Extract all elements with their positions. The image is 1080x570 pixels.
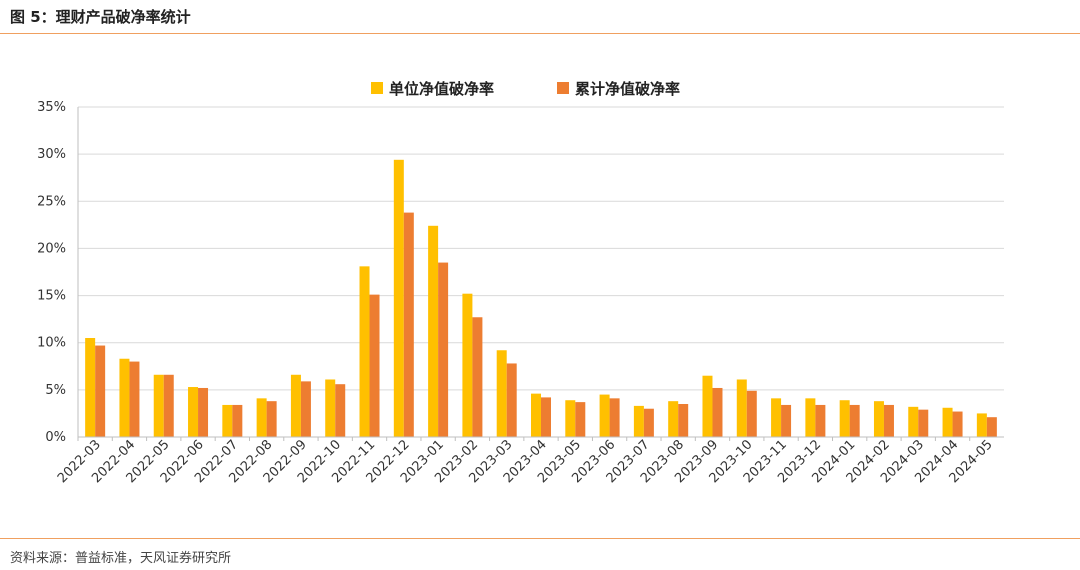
bar-2023-05-series-1	[565, 400, 576, 437]
y-tick-label: 0%	[45, 430, 66, 445]
bar-2023-12-series-1	[805, 398, 816, 437]
bar-2023-01-series-1	[428, 225, 439, 437]
bar-2024-01-series-2	[849, 404, 860, 437]
bar-2024-03-series-1	[908, 406, 919, 437]
legend-swatch-series-2	[557, 82, 569, 94]
bars-layer	[85, 159, 997, 438]
bar-chart: 0%5%10%15%20%25%30%35%2022-032022-042022…	[37, 80, 1004, 486]
bar-2022-08-series-1	[256, 398, 267, 437]
bar-2022-03-series-2	[95, 345, 106, 437]
bar-2022-09-series-2	[300, 381, 311, 437]
bar-2022-09-series-1	[290, 374, 301, 437]
legend-layer: 单位净值破净率 累计净值破净率	[371, 80, 680, 98]
bar-2024-03-series-2	[918, 409, 929, 437]
bar-2023-06-series-2	[609, 398, 620, 437]
bar-2023-09-series-2	[712, 387, 723, 437]
bar-2024-02-series-2	[883, 404, 894, 437]
bar-2023-07-series-2	[643, 408, 654, 437]
bar-2024-01-series-1	[839, 400, 850, 437]
y-tick-label: 35%	[37, 100, 66, 115]
bar-2023-08-series-1	[668, 401, 679, 437]
y-tick-label: 20%	[37, 241, 66, 256]
bar-2024-05-series-2	[986, 417, 997, 437]
bar-2022-11-series-1	[359, 266, 370, 437]
bar-2022-10-series-1	[325, 379, 336, 437]
bar-2023-10-series-1	[736, 379, 747, 437]
bar-2022-05-series-2	[163, 374, 174, 437]
bar-2023-05-series-2	[575, 402, 586, 437]
figure-title: 图 5：理财产品破净率统计	[10, 8, 191, 26]
bar-2022-05-series-1	[153, 374, 164, 437]
y-tick-label: 30%	[37, 147, 66, 162]
bar-2024-04-series-2	[952, 411, 963, 437]
bar-2023-04-series-2	[541, 397, 551, 437]
bar-2022-12-series-2	[403, 212, 414, 437]
bar-2022-07-series-2	[232, 404, 243, 437]
source-note: 资料来源：普益标准，天风证券研究所	[10, 551, 232, 566]
bottom-rule	[0, 538, 1080, 539]
bar-2024-04-series-1	[942, 407, 953, 437]
bar-2024-02-series-1	[873, 401, 884, 437]
bar-2022-08-series-2	[266, 401, 277, 437]
bar-2023-11-series-2	[781, 404, 792, 437]
bar-2022-11-series-2	[369, 294, 380, 437]
legend-swatch-series-1	[371, 82, 383, 94]
bar-2023-02-series-2	[472, 317, 483, 437]
bar-2022-12-series-1	[393, 159, 404, 438]
legend-label-series-1: 单位净值破净率	[389, 80, 494, 98]
y-tick-label: 10%	[37, 336, 66, 351]
bar-2022-07-series-1	[222, 404, 233, 437]
bar-2022-03-series-1	[85, 338, 96, 437]
bar-2023-08-series-2	[678, 404, 689, 437]
bar-2023-02-series-1	[462, 293, 473, 437]
bar-2023-10-series-2	[746, 390, 757, 437]
bar-2023-07-series-1	[633, 405, 644, 437]
bar-2023-11-series-1	[771, 398, 782, 437]
bar-2023-04-series-1	[531, 393, 541, 437]
bar-2022-06-series-1	[188, 387, 199, 437]
bar-2023-03-series-1	[496, 350, 507, 437]
bar-2023-03-series-2	[506, 363, 517, 437]
bar-2022-04-series-1	[119, 358, 130, 437]
bar-2022-06-series-2	[198, 387, 209, 437]
top-rule	[0, 33, 1080, 34]
bar-2023-12-series-2	[815, 404, 826, 437]
bar-2023-09-series-1	[702, 375, 713, 437]
y-tick-label: 25%	[37, 194, 66, 209]
grid-layer	[78, 106, 1004, 391]
bar-2022-04-series-2	[129, 361, 140, 437]
bar-2022-10-series-2	[335, 384, 346, 437]
bar-2023-01-series-2	[438, 262, 449, 437]
y-tick-label: 5%	[45, 383, 66, 398]
bar-2024-05-series-1	[976, 413, 987, 437]
bar-2023-06-series-1	[599, 394, 610, 437]
legend-label-series-2: 累计净值破净率	[575, 80, 680, 98]
y-tick-label: 15%	[37, 289, 66, 304]
